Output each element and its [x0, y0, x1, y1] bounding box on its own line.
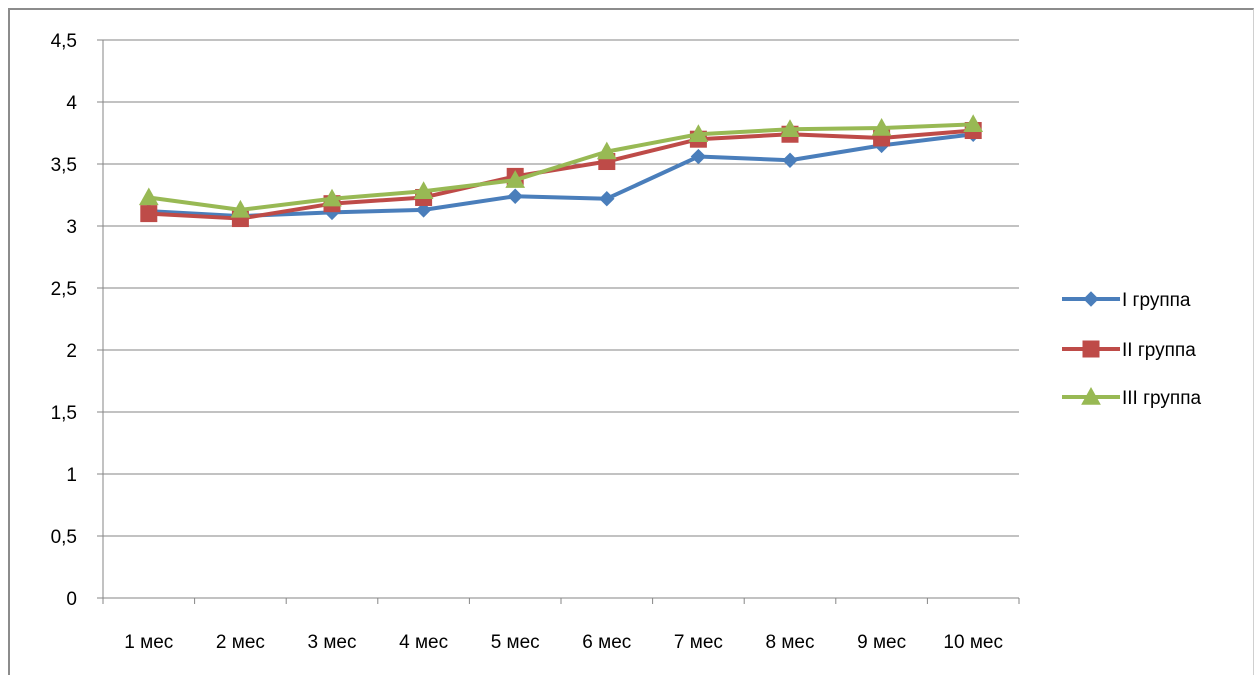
x-axis-tick-labels: 1 мес 2 мес 3 мес 4 мес 5 мес 6 мес 7 мес 8 мес…	[124, 632, 1003, 653]
legend-item-3: III группа	[1062, 386, 1201, 409]
y-tick-label: 1	[66, 465, 77, 486]
series-3	[138, 114, 984, 218]
x-tick-label: 1 мес	[124, 632, 173, 653]
chart-frame	[8, 8, 1254, 675]
series-line	[148, 122, 974, 212]
data-point	[1081, 386, 1101, 405]
data-point	[322, 188, 342, 207]
axes	[97, 39, 1020, 604]
legend-item-1: I группа	[1062, 290, 1191, 311]
legend: I группа II группа III группа	[1062, 290, 1201, 409]
legend-item-2: II группа	[1062, 340, 1196, 361]
series-line	[148, 128, 974, 221]
data-point	[1083, 291, 1099, 307]
y-tick-label: 0,5	[51, 527, 77, 548]
y-axis-tick-labels: 0 0,5 1 1,5 2 2,5 3 3,5 4 4,5	[51, 31, 78, 610]
y-tick-label: 2	[66, 341, 77, 362]
data-point	[782, 152, 798, 168]
data-point	[230, 199, 251, 218]
data-point	[871, 118, 892, 136]
x-tick-label: 7 мес	[674, 632, 723, 653]
legend-label: I группа	[1122, 290, 1191, 311]
y-tick-label: 3	[66, 217, 77, 238]
data-point	[688, 124, 709, 142]
x-tick-label: 5 мес	[491, 632, 540, 653]
x-tick-label: 10 мес	[943, 632, 1003, 653]
y-tick-label: 0	[66, 589, 77, 610]
x-tick-label: 4 мес	[399, 632, 448, 653]
series-line	[148, 132, 974, 219]
series-2	[140, 122, 982, 228]
data-point	[138, 187, 159, 206]
data-point	[596, 141, 617, 160]
data-point	[505, 170, 526, 188]
data-point	[780, 119, 800, 137]
series-lines	[138, 114, 984, 228]
x-tick-label: 6 мес	[582, 632, 631, 653]
x-tick-label: 9 мес	[857, 632, 906, 653]
x-tick-label: 8 мес	[766, 632, 815, 653]
data-point	[1082, 340, 1100, 358]
legend-label: II группа	[1122, 340, 1196, 361]
x-tick-label: 2 мес	[216, 632, 265, 653]
gridlines	[103, 39, 1019, 537]
data-point	[415, 202, 432, 218]
x-tick-label: 3 мес	[308, 632, 357, 653]
series-1	[141, 126, 981, 224]
y-tick-label: 3,5	[51, 155, 77, 176]
data-point	[507, 188, 523, 204]
y-tick-label: 1,5	[51, 403, 77, 424]
y-tick-label: 4	[66, 93, 77, 114]
data-point	[599, 191, 615, 207]
data-point	[690, 148, 707, 165]
data-point	[963, 114, 984, 133]
y-tick-label: 4,5	[51, 31, 77, 52]
y-tick-label: 2,5	[51, 279, 77, 300]
data-point	[413, 181, 434, 199]
legend-label: III группа	[1122, 388, 1201, 409]
data-point	[140, 205, 158, 223]
